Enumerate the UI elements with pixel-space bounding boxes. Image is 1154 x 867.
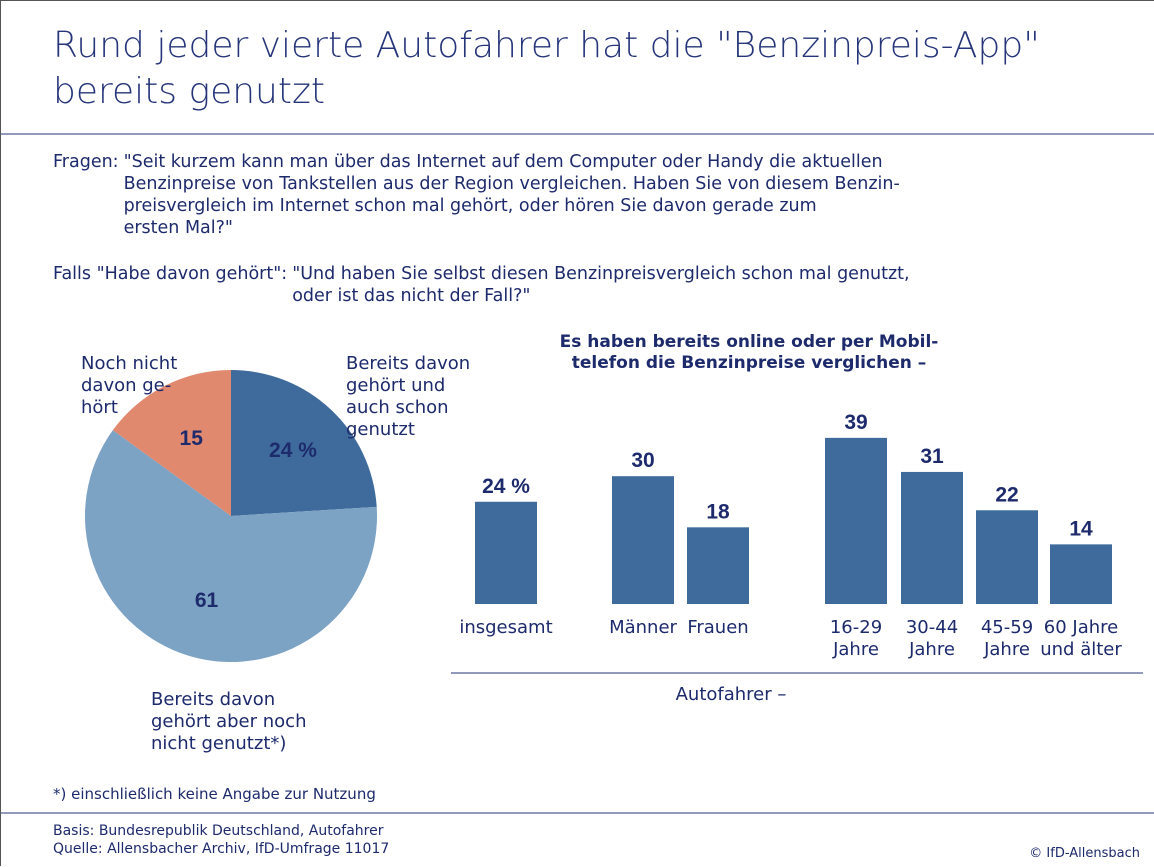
x-axis-label: Autofahrer –: [675, 684, 787, 705]
pie-slice: [85, 430, 378, 662]
x-tick-label: Männer: [609, 617, 677, 638]
question-lead: Falls "Habe davon gehört":: [53, 264, 288, 284]
x-tick-label: 16-29 Jahre: [829, 617, 883, 660]
pie-slice: [112, 370, 231, 516]
slice-label: Bereits davon gehört und auch schon genu…: [346, 353, 471, 440]
bar: [612, 476, 674, 604]
x-tick-label: 45-59 Jahre: [980, 617, 1034, 660]
question-lead: Fragen:: [53, 152, 119, 172]
value-label: 18: [706, 500, 730, 523]
pie-slice: [231, 370, 377, 516]
bar: [687, 527, 749, 604]
x-tick-label: 30-44 Jahre: [905, 617, 959, 660]
copyright: © IfD-Allensbach: [1029, 846, 1140, 861]
bar-title: Es haben bereits online oder per Mobil- …: [559, 332, 939, 373]
question: Falls "Habe davon gehört": "Und haben Si…: [53, 263, 910, 307]
bar: [976, 510, 1038, 604]
value-label: 39: [844, 411, 867, 434]
footnote: *) einschließlich keine Angabe zur Nutzu…: [53, 785, 376, 803]
slice-label: Bereits davon gehört aber noch nicht gen…: [151, 689, 307, 754]
bar: [1050, 544, 1112, 604]
value-label: 24 %: [269, 439, 317, 462]
x-tick-label: Frauen: [687, 617, 749, 638]
bar: [825, 437, 887, 604]
bar: [901, 471, 963, 604]
value-label: 14: [1069, 517, 1093, 540]
value-label: 30: [631, 449, 654, 472]
source: Basis: Bundesrepublik Deutschland, Autof…: [53, 823, 384, 839]
question: Fragen: "Seit kurzem kann man über das I…: [53, 151, 900, 239]
x-tick-label: insgesamt: [459, 617, 553, 638]
bar: [475, 501, 537, 604]
x-tick-label: 60 Jahre und älter: [1040, 617, 1122, 660]
value-label: 15: [180, 427, 204, 450]
question-text: "Seit kurzem kann man über das Internet …: [123, 152, 900, 238]
question-text: "Und haben Sie selbst diesen Benzinpreis…: [292, 264, 910, 306]
slice-label: Noch nicht davon ge- hört: [81, 353, 178, 418]
source: Quelle: Allensbacher Archiv, IfD-Umfrage…: [53, 841, 390, 857]
value-label: 22: [995, 483, 1018, 506]
value-label: 24 %: [482, 475, 530, 498]
value-label: 61: [195, 589, 219, 612]
title: Rund jeder vierte Autofahrer hat die "Be…: [53, 25, 1040, 112]
value-label: 31: [920, 445, 944, 468]
